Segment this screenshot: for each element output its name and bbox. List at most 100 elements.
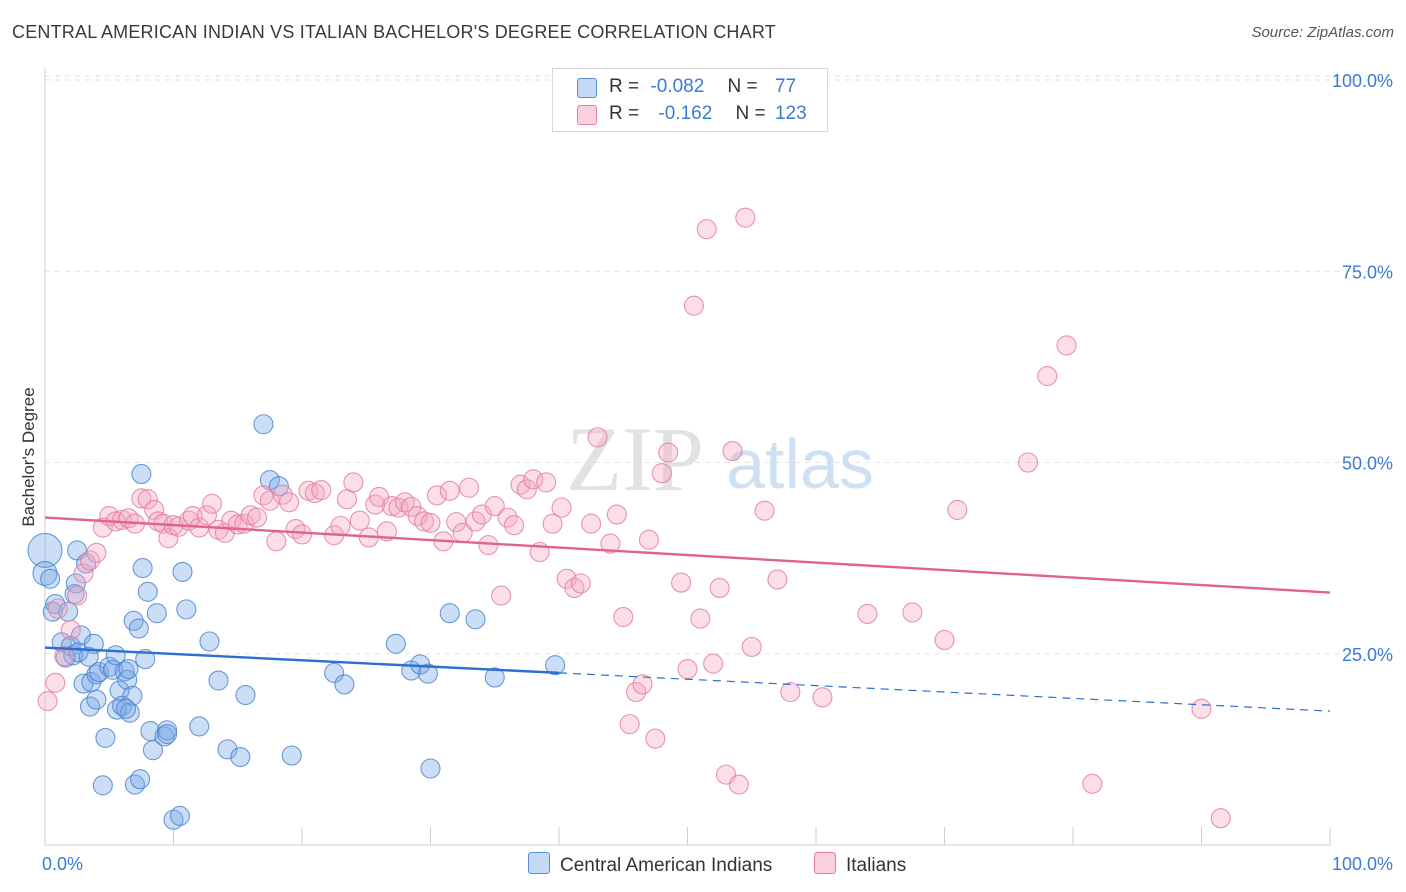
point-italian bbox=[458, 477, 480, 498]
point-italian bbox=[606, 504, 627, 525]
point-italian bbox=[137, 489, 158, 510]
point-italian bbox=[690, 608, 711, 629]
point-central-american-indian bbox=[132, 558, 153, 579]
point-central-american-indian bbox=[130, 769, 151, 790]
point-central-american-indian bbox=[142, 740, 163, 761]
point-italian bbox=[632, 674, 653, 695]
y-tick-label: 100.0% bbox=[1332, 71, 1393, 91]
point-italian bbox=[947, 499, 968, 520]
point-italian bbox=[587, 427, 608, 448]
point-italian bbox=[285, 519, 306, 540]
point-central-american-indian bbox=[545, 655, 566, 676]
data-points bbox=[27, 207, 1231, 830]
trend-lines bbox=[44, 516, 1331, 712]
point-central-american-indian bbox=[235, 685, 256, 706]
source-label: Source: ZipAtlas.com bbox=[1251, 24, 1394, 41]
point-central-american-indian bbox=[208, 670, 229, 691]
legend-r-label: R = bbox=[609, 103, 640, 124]
legend-r-value: -0.162 bbox=[658, 103, 713, 124]
watermark-atlas: atlas bbox=[726, 425, 874, 503]
point-central-american-indian bbox=[118, 658, 139, 680]
series-legend-central-american-indians: Central American Indians bbox=[528, 852, 772, 877]
point-italian bbox=[131, 488, 152, 509]
point-italian bbox=[112, 509, 133, 530]
point-central-american-indian bbox=[115, 698, 137, 719]
point-italian bbox=[722, 440, 743, 462]
point-central-american-indian bbox=[439, 603, 460, 624]
legend-r-value: -0.082 bbox=[650, 76, 705, 97]
y-tick-label: 75.0% bbox=[1342, 262, 1393, 282]
point-italian bbox=[570, 573, 591, 594]
y-tick-label: 25.0% bbox=[1342, 645, 1393, 665]
point-central-american-indian bbox=[32, 560, 58, 586]
point-italian bbox=[638, 529, 660, 550]
point-italian bbox=[613, 606, 634, 628]
point-italian bbox=[503, 515, 525, 536]
point-italian bbox=[330, 515, 351, 537]
point-italian bbox=[45, 672, 66, 693]
point-central-american-indian bbox=[199, 631, 220, 652]
point-central-american-indian bbox=[385, 633, 406, 654]
point-italian bbox=[478, 535, 499, 556]
point-central-american-indian bbox=[135, 649, 156, 670]
point-italian bbox=[551, 497, 572, 518]
legend-n-label: N = bbox=[727, 76, 758, 97]
point-central-american-indian bbox=[157, 724, 178, 745]
point-central-american-indian bbox=[114, 661, 135, 682]
point-italian bbox=[148, 511, 169, 532]
point-central-american-indian bbox=[484, 667, 505, 688]
x-tick-label-max: 100.0% bbox=[1332, 854, 1393, 874]
point-italian bbox=[420, 512, 441, 533]
point-central-american-indian bbox=[137, 581, 158, 602]
point-italian bbox=[336, 489, 358, 510]
point-central-american-indian bbox=[189, 716, 210, 737]
point-italian bbox=[426, 485, 447, 506]
point-italian bbox=[37, 691, 58, 712]
point-central-american-indian bbox=[92, 775, 113, 796]
point-central-american-indian bbox=[281, 745, 302, 766]
point-italian bbox=[812, 687, 833, 708]
point-italian bbox=[158, 528, 179, 549]
axes bbox=[44, 68, 1331, 846]
point-italian bbox=[516, 479, 537, 500]
point-italian bbox=[619, 714, 640, 735]
point-italian bbox=[741, 636, 762, 657]
point-italian bbox=[581, 513, 602, 534]
axis-labels: 25.0% 50.0% 75.0% 100.0% 0.0% 100.0% Bachelor'… bbox=[19, 71, 1393, 874]
point-italian bbox=[677, 658, 698, 680]
point-central-american-indian bbox=[86, 689, 107, 710]
point-italian bbox=[934, 629, 955, 651]
point-central-american-indian bbox=[253, 414, 274, 435]
watermark-zip: ZIP bbox=[566, 408, 704, 510]
point-italian bbox=[1056, 335, 1077, 356]
point-central-american-indian bbox=[122, 685, 143, 706]
series-name: Central American Indians bbox=[560, 855, 773, 876]
point-central-american-indian bbox=[128, 618, 149, 639]
point-italian bbox=[414, 511, 435, 532]
point-italian bbox=[221, 510, 242, 531]
point-italian bbox=[1082, 773, 1103, 794]
chart-title: CENTRAL AMERICAN INDIAN VS ITALIAN BACHE… bbox=[12, 22, 776, 42]
point-central-american-indian bbox=[334, 674, 355, 695]
point-central-american-indian bbox=[40, 568, 61, 589]
point-italian bbox=[902, 602, 923, 623]
point-italian bbox=[671, 572, 692, 593]
legend-n-value: 77 bbox=[774, 76, 797, 97]
point-italian bbox=[728, 774, 749, 795]
series-swatch-blue bbox=[528, 852, 550, 874]
point-italian bbox=[311, 479, 332, 501]
series-legend-italians: Italians bbox=[814, 852, 906, 877]
point-italian bbox=[1210, 808, 1231, 829]
point-central-american-indian bbox=[146, 603, 167, 624]
legend-r-label: R = bbox=[609, 76, 640, 97]
legend-swatch-pink bbox=[577, 105, 597, 125]
point-central-american-indian bbox=[217, 739, 238, 760]
point-central-american-indian bbox=[95, 727, 116, 748]
point-italian bbox=[645, 728, 666, 749]
point-italian bbox=[407, 505, 428, 527]
point-italian bbox=[709, 577, 730, 599]
point-italian bbox=[1191, 698, 1212, 719]
point-central-american-indian bbox=[163, 809, 184, 830]
point-italian bbox=[291, 524, 313, 545]
